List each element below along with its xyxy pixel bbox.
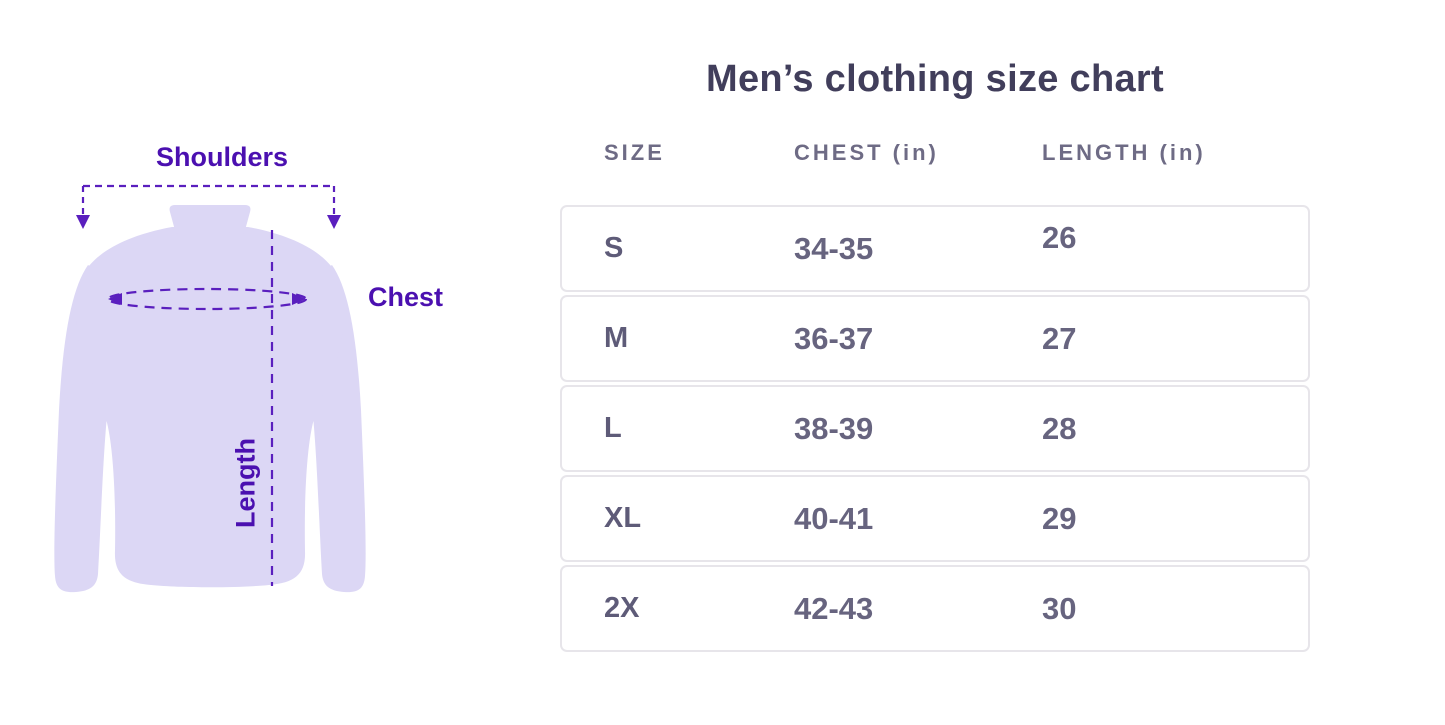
shirt-body	[75, 227, 345, 588]
measurement-annotations	[76, 184, 341, 586]
table-row-s: S 34-35 26	[560, 205, 1310, 292]
shirt-measurement-diagram: Shoulders Chest Length	[30, 130, 500, 660]
length-cell: 30	[1042, 590, 1077, 626]
size-cell: XL	[604, 502, 642, 534]
table-row-2x: 2X 42-43 30	[560, 565, 1310, 652]
chest-cell: 42-43	[794, 590, 874, 626]
arrow-right	[292, 293, 306, 305]
length-cell: 29	[1042, 500, 1077, 536]
length-label: Length	[230, 438, 261, 528]
column-header-chest: CHEST (in)	[794, 140, 939, 165]
shoulders-label: Shoulders	[155, 142, 289, 172]
shirt-diagram-graphic	[54, 184, 366, 593]
chest-cell: 34-35	[794, 230, 874, 266]
arrow-down-left	[76, 215, 90, 229]
page-title: Men’s clothing size chart	[706, 58, 1164, 100]
arrow-left	[108, 293, 122, 305]
column-header-size: SIZE	[604, 140, 665, 165]
size-cell: S	[604, 232, 624, 264]
table-row-xl: XL 40-41 29	[560, 475, 1310, 562]
arrow-down-right	[327, 215, 341, 229]
chest-measure-ellipse	[106, 287, 308, 311]
chest-label: Chest	[368, 282, 444, 312]
chest-cell: 40-41	[794, 500, 874, 536]
size-cell: L	[604, 412, 622, 444]
length-cell: 26	[1042, 219, 1077, 255]
size-table: S 34-35 26 M 36-37 27 L 38-39 28 XL 40-4…	[560, 205, 1310, 655]
chest-cell: 38-39	[794, 410, 874, 446]
chest-cell: 36-37	[794, 320, 874, 356]
column-header-length: LENGTH (in)	[1042, 140, 1206, 165]
shirt-back-silhouette	[54, 205, 366, 593]
length-cell: 28	[1042, 410, 1077, 446]
length-cell: 27	[1042, 320, 1077, 356]
table-row-l: L 38-39 28	[560, 385, 1310, 472]
size-cell: M	[604, 322, 629, 354]
size-cell: 2X	[604, 592, 640, 624]
shoulders-measure-line	[76, 184, 341, 229]
table-row-m: M 36-37 27	[560, 295, 1310, 382]
shirt-collar	[169, 205, 251, 234]
